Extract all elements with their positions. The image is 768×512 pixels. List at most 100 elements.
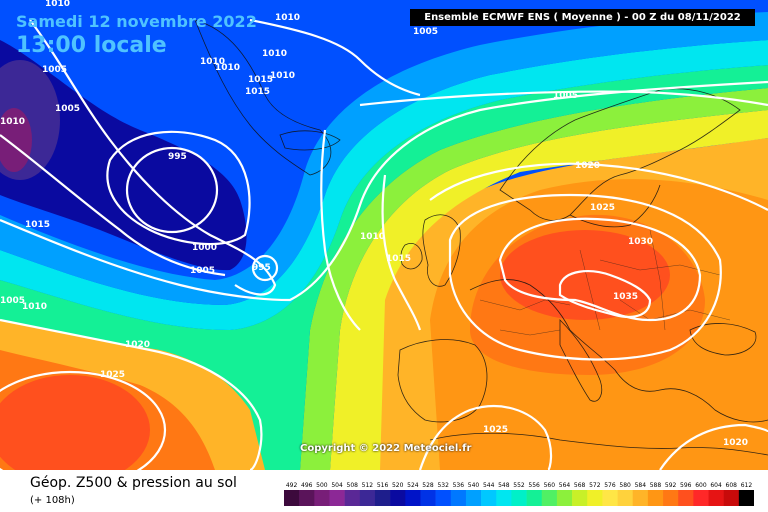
legend-value-label: 592	[665, 482, 677, 489]
isobar-1015-mid	[381, 174, 422, 331]
isobar-label: 1010	[22, 302, 47, 312]
greenland-coast	[194, 19, 332, 176]
geop-band-lightblue	[0, 12, 768, 305]
geop-sw-core	[0, 375, 150, 470]
iberia-coast	[397, 339, 488, 423]
north-africa-coast	[429, 432, 768, 456]
forecast-local-time: 13:00 locale	[16, 33, 167, 58]
legend-value-label: 544	[483, 482, 495, 489]
legend-value-label: 612	[741, 482, 753, 489]
forecast-lead-time: (+ 108h)	[30, 495, 75, 506]
legend-swatch	[359, 490, 376, 506]
isobar-label: 995	[252, 263, 271, 273]
isobar-1020-europe	[429, 162, 768, 211]
europe-mainland-coast	[469, 279, 768, 423]
legend-value-label: 520	[392, 482, 404, 489]
legend-swatch	[435, 490, 452, 506]
legend-value-label: 500	[316, 482, 328, 489]
geop-band-yellow	[330, 110, 768, 470]
legend-value-label: 588	[650, 482, 662, 489]
legend-value-label: 576	[604, 482, 616, 489]
legend-swatch	[299, 490, 315, 506]
isobar-1010-mid	[320, 129, 361, 331]
legend-value-label: 600	[695, 482, 707, 489]
isobar-label: 1010	[200, 57, 225, 67]
isobar-1025-sw	[0, 370, 167, 470]
legend-swatch	[511, 490, 527, 506]
legend-colorbar	[284, 490, 754, 506]
isobar-1015-west	[0, 80, 768, 302]
legend-swatch	[541, 490, 558, 506]
isobar-label: 1030	[628, 237, 653, 247]
isobar-label: 1015	[25, 220, 50, 230]
legend-swatch	[496, 490, 512, 506]
isobar-label: 1005	[190, 266, 215, 276]
legend-swatch	[374, 490, 391, 506]
legend-swatch	[693, 490, 709, 506]
legend-swatch	[556, 490, 573, 506]
isobar-label: 1010	[215, 63, 240, 73]
legend-swatch	[405, 490, 421, 506]
legend-value-label: 580	[619, 482, 631, 489]
isobar-1020-southeast	[659, 423, 768, 470]
isobar-label: 1010	[45, 0, 70, 9]
legend-swatch	[314, 490, 330, 506]
legend-value-label: 532	[437, 482, 449, 489]
isobar-label: 1020	[125, 340, 150, 350]
isobar-995-low-small	[251, 254, 279, 282]
legend-value-label: 564	[559, 482, 571, 489]
legend-value-label: 572	[589, 482, 601, 489]
legend-value-label: 512	[362, 482, 374, 489]
legend-swatch	[663, 490, 679, 506]
legend-swatch	[738, 490, 754, 506]
map-title: Géop. Z500 & pression au sol	[30, 475, 237, 491]
legend-value-label: 516	[377, 482, 389, 489]
legend-swatch	[647, 490, 664, 506]
legend-swatch	[284, 490, 300, 506]
iceland-coast	[279, 130, 341, 151]
isobar-label: 1000	[192, 243, 217, 253]
legend-value-label: 560	[544, 482, 556, 489]
legend-value-label: 604	[710, 482, 722, 489]
isobar-label: 1005	[0, 296, 25, 306]
black-sea-coast	[689, 323, 757, 356]
legend-swatch	[481, 490, 497, 506]
legend-swatch	[329, 490, 345, 506]
legend-value-label: 596	[680, 482, 692, 489]
legend-swatch	[465, 490, 482, 506]
isobar-1025-south	[418, 405, 553, 470]
isobar-1005-north	[359, 90, 768, 107]
geop-low-center	[0, 108, 32, 172]
z500-pressure-map: 1010 1005 1010 1010 1010 1015 1015 1010 …	[0, 0, 768, 470]
isobar-label: 1010	[262, 49, 287, 59]
legend-swatch	[344, 490, 361, 506]
geop-band-cyan	[0, 40, 768, 330]
isobar-label: 1010	[360, 232, 385, 242]
ireland-coast	[400, 243, 423, 270]
legend-value-label: 568	[574, 482, 586, 489]
legend-swatch	[708, 490, 724, 506]
legend-swatch	[526, 490, 543, 506]
legend-values: 492 496 500 504 508 512 516 520 524 528 532 536 540 5…	[286, 482, 753, 489]
isobar-label: 1020	[723, 438, 748, 448]
copyright-notice: Copyright © 2022 Meteociel.fr	[300, 443, 472, 454]
italy-coast	[559, 319, 603, 402]
legend-value-label: 548	[498, 482, 510, 489]
legend-swatch	[450, 490, 467, 506]
isobar-label: 1015	[245, 87, 270, 97]
isobar-label: 1005	[413, 27, 438, 37]
isobar-label: 1005	[553, 91, 578, 101]
isobar-label: 1005	[42, 65, 67, 75]
isobar-label: 1025	[100, 370, 125, 380]
isobar-label: 1015	[386, 254, 411, 264]
legend-value-label: 508	[347, 482, 359, 489]
legend-swatch	[420, 490, 436, 506]
legend-swatch	[723, 490, 740, 506]
map-footer: Géop. Z500 & pression au sol (+ 108h) 49…	[0, 470, 768, 512]
legend-value-label: 496	[301, 482, 313, 489]
isobar-1000	[106, 130, 251, 246]
isobar-label: 1005	[55, 104, 80, 114]
legend-value-label: 608	[726, 482, 738, 489]
coastlines	[194, 19, 768, 456]
